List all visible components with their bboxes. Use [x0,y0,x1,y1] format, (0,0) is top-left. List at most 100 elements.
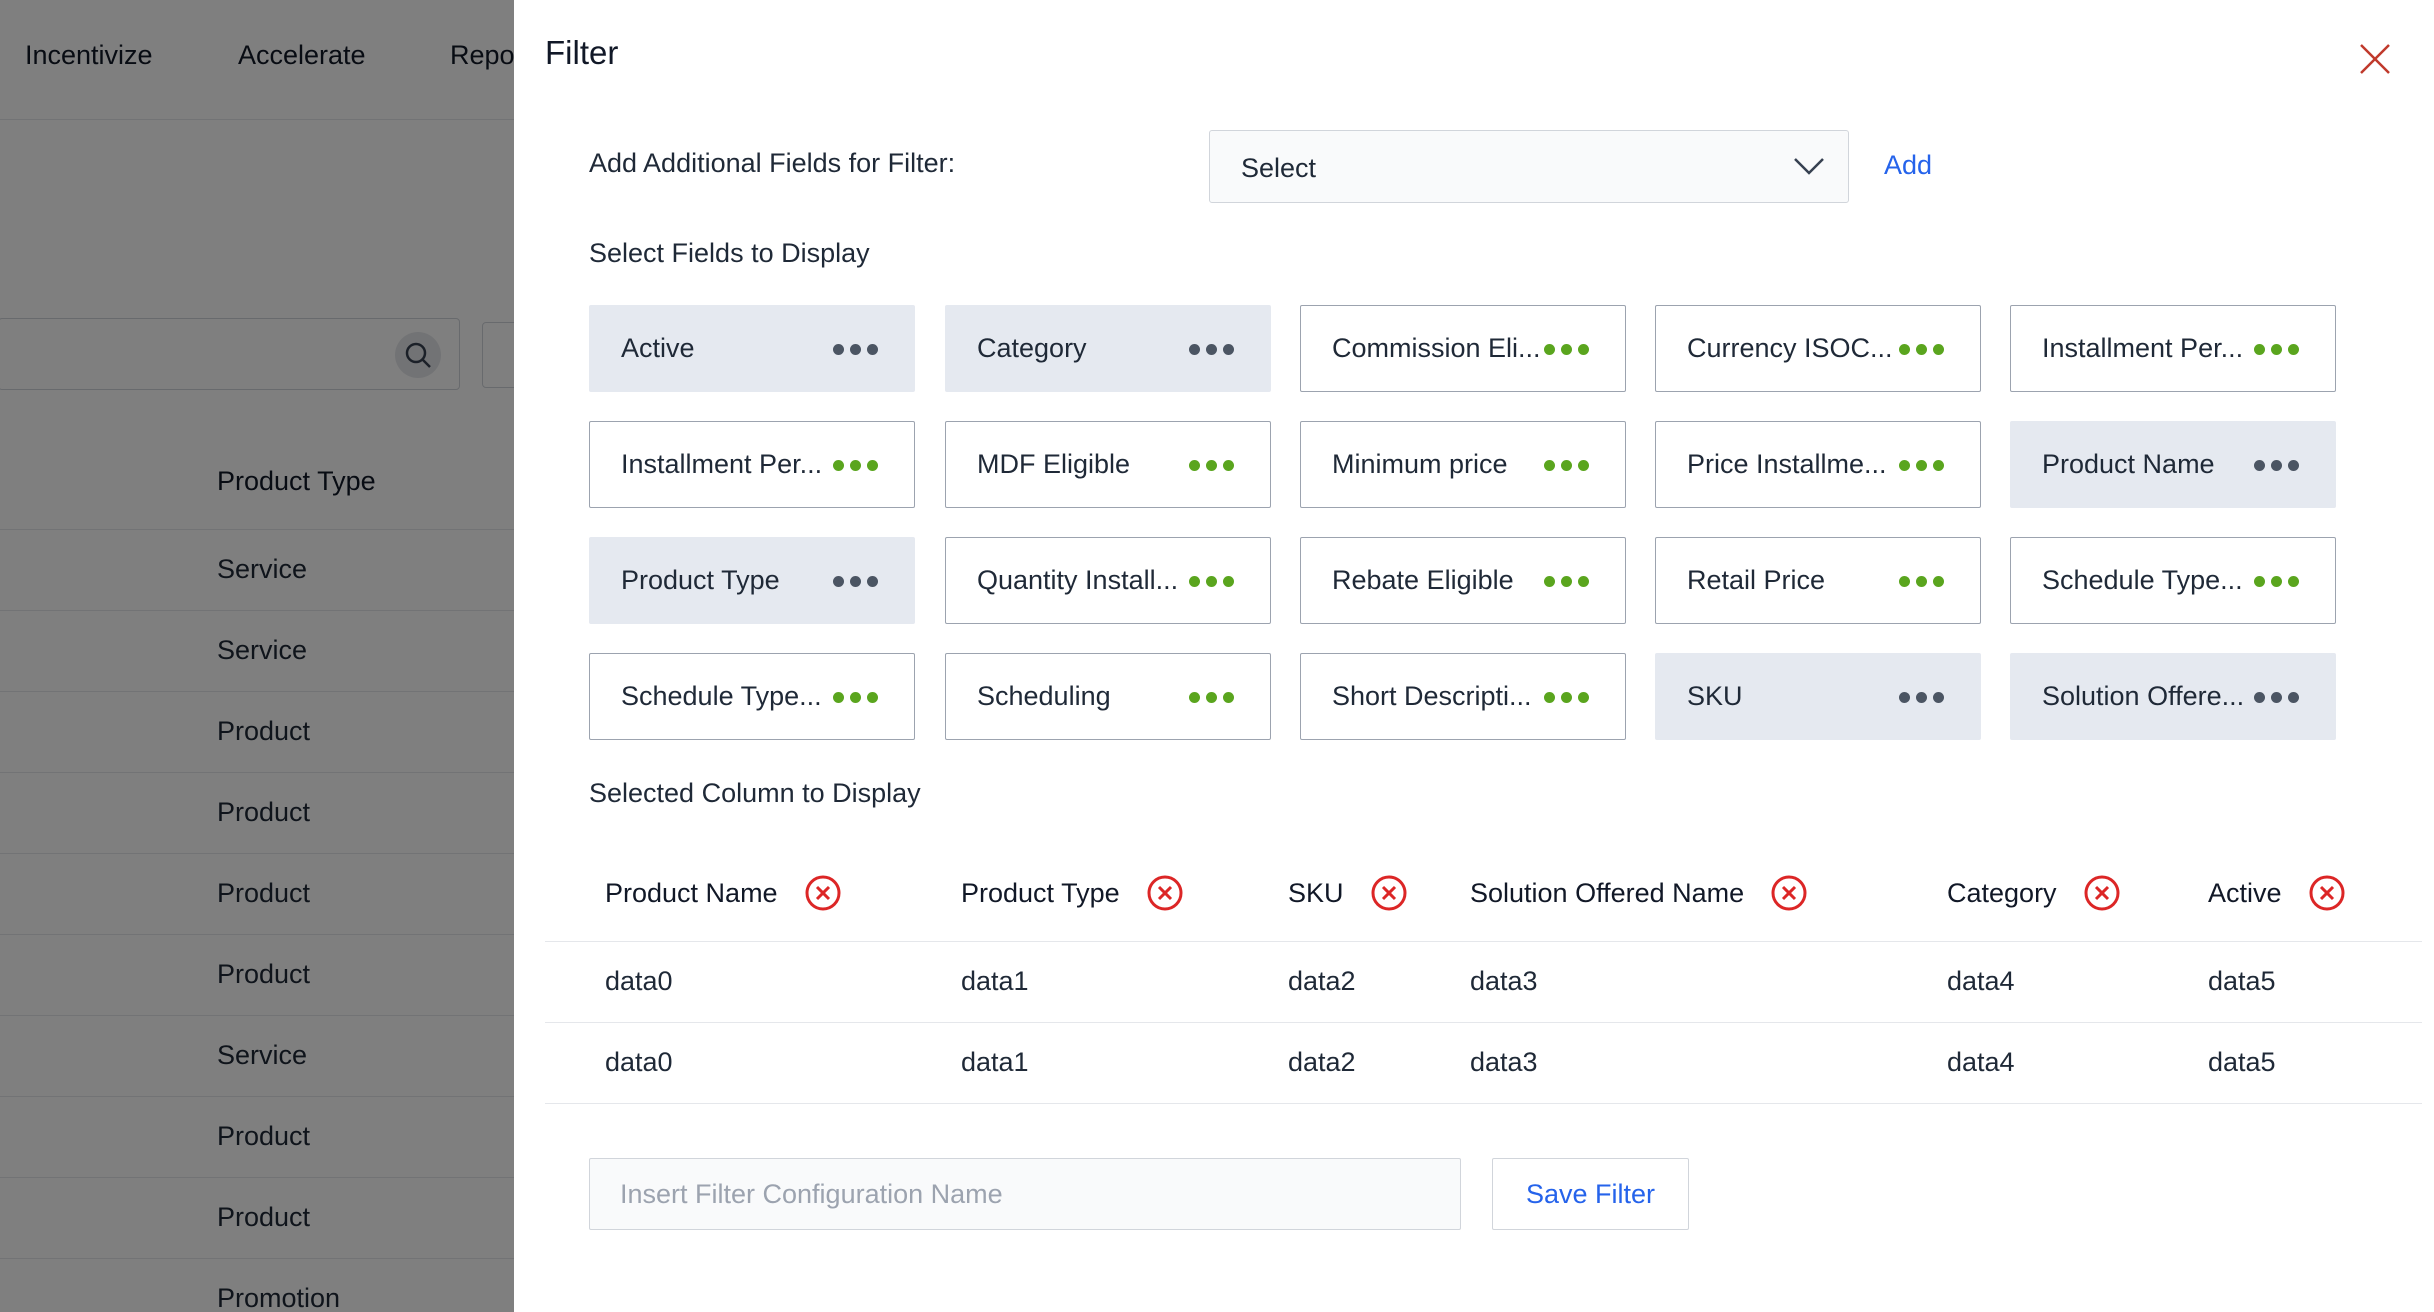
more-options-icon[interactable] [833,692,878,704]
more-options-icon[interactable] [1899,692,1944,704]
more-options-icon[interactable] [2254,460,2299,472]
more-options-icon[interactable] [2254,344,2299,356]
table-row: data0 data1 data2 data3 data4 data5 [545,1023,2422,1104]
field-chip[interactable]: Installment Per... [589,421,915,508]
field-chip-label: Product Name [2042,449,2215,479]
field-chip[interactable]: Schedule Type... [2010,537,2336,624]
more-options-icon[interactable] [833,460,878,472]
more-options-icon[interactable] [833,576,878,588]
field-chip[interactable]: MDF Eligible [945,421,1271,508]
field-select[interactable]: Select [1209,130,1849,203]
select-fields-label: Select Fields to Display [589,238,870,268]
column-header-label: Active [2208,877,2282,908]
remove-column-icon[interactable] [1770,874,1808,912]
more-options-icon[interactable] [1189,344,1234,356]
column-header-label: Product Type [961,877,1120,908]
field-chip[interactable]: Solution Offere... [2010,653,2336,740]
field-chip-label: Rebate Eligible [1332,565,1514,595]
field-chip-label: Commission Eli... [1332,333,1541,363]
more-options-icon[interactable] [2254,576,2299,588]
more-options-icon[interactable] [2254,692,2299,704]
field-chip[interactable]: Quantity Install... [945,537,1271,624]
more-options-icon[interactable] [1544,692,1589,704]
add-button[interactable]: Add [1884,150,1933,180]
field-chip[interactable]: Product Name [2010,421,2336,508]
filter-config-name-input[interactable] [589,1158,1461,1230]
field-chip-label: Currency ISOC... [1687,333,1893,363]
more-options-icon[interactable] [1899,344,1944,356]
field-chip-label: Active [621,333,695,363]
field-chip[interactable]: Product Type [589,537,915,624]
column-header-label: Category [1947,877,2057,908]
field-chip[interactable]: Category [945,305,1271,392]
save-filter-button[interactable]: Save Filter [1492,1158,1689,1230]
field-chip-label: Solution Offere... [2042,681,2245,711]
field-chip-label: Minimum price [1332,449,1508,479]
more-options-icon[interactable] [833,344,878,356]
field-chip[interactable]: Active [589,305,915,392]
column-header: Category [1947,874,2121,912]
more-options-icon[interactable] [1899,576,1944,588]
field-chip[interactable]: Retail Price [1655,537,1981,624]
more-options-icon[interactable] [1189,460,1234,472]
remove-column-icon[interactable] [1146,874,1184,912]
field-chip[interactable]: Minimum price [1300,421,1626,508]
table-cell: data5 [2208,966,2276,996]
remove-column-icon[interactable] [1370,874,1408,912]
field-chip-label: Scheduling [977,681,1111,711]
field-chip[interactable]: Short Descripti... [1300,653,1626,740]
field-chip-label: Price Installme... [1687,449,1887,479]
table-cell: data4 [1947,1047,2015,1077]
field-chip-label: Short Descripti... [1332,681,1532,711]
more-options-icon[interactable] [1189,692,1234,704]
more-options-icon[interactable] [1544,576,1589,588]
modal-overlay[interactable] [0,0,520,1312]
filter-panel: Filter Add Additional Fields for Filter:… [514,0,2434,1312]
column-header: SKU [1288,874,1408,912]
field-chip-label: Installment Per... [621,449,823,479]
selected-columns-table: Product Name Product Type SKU Solution Offe… [545,848,2422,1104]
field-chip[interactable]: Schedule Type... [589,653,915,740]
table-cell: data2 [1288,1047,1356,1077]
table-cell: data4 [1947,966,2015,996]
more-options-icon[interactable] [1899,460,1944,472]
field-chip-label: SKU [1687,681,1743,711]
table-header: Product Name Product Type SKU Solution Offe… [545,848,2422,942]
chevron-down-icon [1794,158,1824,175]
field-chip-label: Category [977,333,1087,363]
remove-column-icon[interactable] [804,874,842,912]
field-chip[interactable]: Commission Eli... [1300,305,1626,392]
more-options-icon[interactable] [1544,344,1589,356]
close-icon [2360,44,2390,74]
column-header-label: SKU [1288,877,1344,908]
remove-column-icon[interactable] [2308,874,2346,912]
table-cell: data3 [1470,1047,1538,1077]
remove-column-icon[interactable] [2083,874,2121,912]
field-chip[interactable]: Price Installme... [1655,421,1981,508]
field-chip-label: Retail Price [1687,565,1826,595]
selected-columns-label: Selected Column to Display [589,778,921,808]
field-chip-label: Product Type [621,565,780,595]
table-cell: data5 [2208,1047,2276,1077]
select-value: Select [1241,153,1317,183]
table-row: data0 data1 data2 data3 data4 data5 [545,942,2422,1023]
table-cell: data1 [961,966,1029,996]
column-header: Active [2208,874,2346,912]
column-header-label: Product Name [605,877,778,908]
column-header: Product Type [961,874,1184,912]
field-chip[interactable]: SKU [1655,653,1981,740]
field-chip-label: Quantity Install... [977,565,1179,595]
column-header: Product Name [605,874,842,912]
table-cell: data0 [605,966,673,996]
table-cell: data0 [605,1047,673,1077]
more-options-icon[interactable] [1544,460,1589,472]
column-header: Solution Offered Name [1470,874,1808,912]
more-options-icon[interactable] [1189,576,1234,588]
field-chip[interactable]: Rebate Eligible [1300,537,1626,624]
field-chip[interactable]: Scheduling [945,653,1271,740]
table-cell: data1 [961,1047,1029,1077]
column-header-label: Solution Offered Name [1470,877,1745,908]
field-chip[interactable]: Currency ISOC... [1655,305,1981,392]
close-button[interactable] [2358,42,2392,76]
field-chip[interactable]: Installment Per... [2010,305,2336,392]
